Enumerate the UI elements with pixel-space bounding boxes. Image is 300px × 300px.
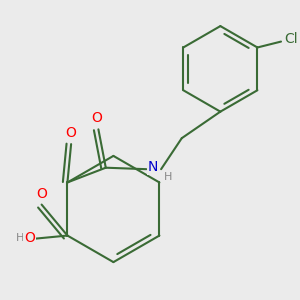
Text: H: H: [164, 172, 173, 182]
Text: H: H: [16, 233, 24, 243]
Text: O: O: [92, 111, 102, 125]
Text: N: N: [148, 160, 158, 174]
Text: O: O: [66, 126, 76, 140]
Text: Cl: Cl: [284, 32, 298, 46]
Text: O: O: [36, 187, 47, 200]
Text: O: O: [24, 231, 35, 245]
